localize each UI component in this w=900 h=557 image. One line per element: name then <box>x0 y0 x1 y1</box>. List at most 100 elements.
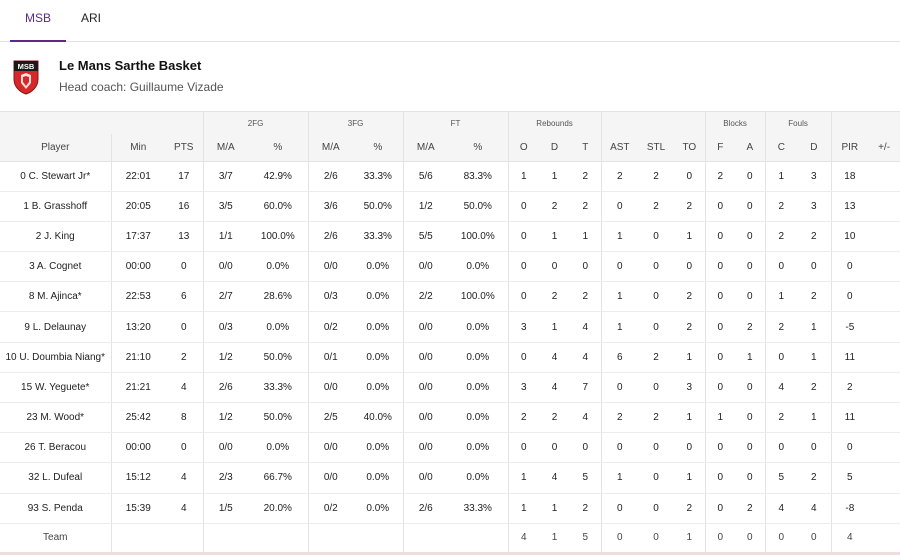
cell-2fg-pct: 28.6% <box>248 281 309 313</box>
cell-reb-o: 3 <box>507 372 540 404</box>
cell-stl: 0 <box>638 311 675 343</box>
cell-ft-ma: 5/6 <box>402 161 449 192</box>
cell-stl: 0 <box>638 462 675 494</box>
cell-ft-pct: 50.0% <box>448 191 509 222</box>
team-totals-row: Team 4 1 5 0 0 1 0 0 0 0 4 <box>0 523 900 555</box>
tab-ari[interactable]: ARI <box>80 11 101 25</box>
cell-2fg-ma: 0/0 <box>202 251 249 283</box>
cell-pts: 4 <box>165 493 204 524</box>
col-header-ft-ma: M/A <box>402 134 449 162</box>
col-header-3fg-ma: M/A <box>307 134 354 162</box>
cell-3fg-pct: 0.0% <box>353 311 404 343</box>
cell-reb-t: 1 <box>570 221 602 253</box>
cell-reb-o: 3 <box>507 311 540 343</box>
cell-2fg-pct: 60.0% <box>248 191 309 222</box>
cell-foul-d: 3 <box>797 161 832 192</box>
cell-min <box>110 523 165 555</box>
team-logo-icon: MSB <box>13 60 39 95</box>
col-header-foul-c: C <box>764 134 798 162</box>
cell-foul-c: 5 <box>764 462 798 494</box>
cell-reb-t: 7 <box>570 372 602 404</box>
cell-pts: 16 <box>165 191 204 222</box>
cell-pts: 6 <box>165 281 204 313</box>
col-header-foul-d: D <box>797 134 832 162</box>
cell-to: 0 <box>674 161 706 192</box>
cell-ast: 6 <box>600 342 639 373</box>
cell-foul-c: 2 <box>764 311 798 343</box>
cell-blk-f: 2 <box>704 161 736 192</box>
cell-pir: 0 <box>830 251 869 283</box>
cell-2fg-pct: 50.0% <box>248 342 309 373</box>
cell-ft-pct: 0.0% <box>448 251 509 283</box>
cell-blk-a: 2 <box>735 311 766 343</box>
cell-ft-ma: 1/2 <box>402 191 449 222</box>
cell-ft-pct: 0.0% <box>448 342 509 373</box>
cell-min: 13:20 <box>110 311 165 343</box>
cell-plus-minus <box>868 372 900 404</box>
cell-player: 23 M. Wood* <box>0 402 111 434</box>
cell-reb-o: 0 <box>507 342 540 373</box>
cell-2fg-pct: 20.0% <box>248 493 309 524</box>
cell-ast: 2 <box>600 402 639 434</box>
logo-lettering: MSB <box>18 62 35 71</box>
cell-reb-t: 2 <box>570 493 602 524</box>
cell-pts: 0 <box>165 432 204 464</box>
cell-3fg-pct: 0.0% <box>353 493 404 524</box>
cell-plus-minus <box>868 342 900 373</box>
player-row: 2 J. King 17:37 13 1/1 100.0% 2/6 33.3% 5/5 100.… <box>0 221 900 253</box>
col-header-2fg-pct: % <box>248 134 309 162</box>
cell-foul-d: 1 <box>797 402 832 434</box>
col-header-3fg-pct: % <box>353 134 404 162</box>
col-header-stl: STL <box>638 134 675 162</box>
cell-player: 15 W. Yeguete* <box>0 372 111 404</box>
cell-2fg-ma <box>202 523 249 555</box>
cell-pir: 4 <box>830 523 869 555</box>
player-row: 9 L. Delaunay 13:20 0 0/3 0.0% 0/2 0.0% 0/0 0.0%… <box>0 311 900 343</box>
cell-pir: 5 <box>830 462 869 494</box>
cell-stl: 0 <box>638 432 675 464</box>
cell-blk-a: 0 <box>735 191 766 222</box>
cell-pir: -8 <box>830 493 869 524</box>
cell-reb-o: 1 <box>507 493 540 524</box>
cell-3fg-pct: 0.0% <box>353 462 404 494</box>
col-header-blk-a: A <box>735 134 766 162</box>
cell-reb-t: 5 <box>570 523 602 555</box>
cell-3fg-ma: 0/1 <box>307 342 354 373</box>
cell-min: 15:12 <box>110 462 165 494</box>
cell-ft-pct: 83.3% <box>448 161 509 192</box>
cell-pts <box>165 523 204 555</box>
cell-pir: 0 <box>830 281 869 313</box>
cell-foul-d: 2 <box>797 281 832 313</box>
cell-min: 15:39 <box>110 493 165 524</box>
cell-ft-ma: 5/5 <box>402 221 449 253</box>
cell-pir: -5 <box>830 311 869 343</box>
col-header-reb-t: T <box>570 134 602 162</box>
cell-ast: 0 <box>600 493 639 524</box>
cell-stl: 0 <box>638 493 675 524</box>
cell-blk-f: 0 <box>704 281 736 313</box>
cell-reb-d: 4 <box>539 372 571 404</box>
cell-3fg-ma: 0/0 <box>307 462 354 494</box>
cell-pir: 13 <box>830 191 869 222</box>
cell-2fg-pct: 50.0% <box>248 402 309 434</box>
head-coach: Head coach: Guillaume Vizade <box>59 80 224 94</box>
cell-player: Team <box>0 523 111 555</box>
tab-msb[interactable]: MSB <box>10 0 66 42</box>
cell-ft-ma: 2/2 <box>402 281 449 313</box>
team-tabs: MSB ARI <box>0 0 900 42</box>
cell-2fg-ma: 0/0 <box>202 432 249 464</box>
cell-reb-o: 0 <box>507 251 540 283</box>
cell-to: 1 <box>674 402 706 434</box>
cell-blk-f: 0 <box>704 432 736 464</box>
cell-blk-a: 1 <box>735 342 766 373</box>
cell-2fg-ma: 0/3 <box>202 311 249 343</box>
cell-reb-t: 5 <box>570 462 602 494</box>
cell-ft-pct: 0.0% <box>448 311 509 343</box>
cell-2fg-pct: 33.3% <box>248 372 309 404</box>
cell-min: 22:01 <box>110 161 165 192</box>
player-row: 8 M. Ajinca* 22:53 6 2/7 28.6% 0/3 0.0% 2/2 100.… <box>0 281 900 313</box>
cell-stl: 0 <box>638 523 675 555</box>
cell-2fg-pct: 100.0% <box>248 221 309 253</box>
cell-to: 2 <box>674 281 706 313</box>
cell-2fg-pct: 0.0% <box>248 251 309 283</box>
